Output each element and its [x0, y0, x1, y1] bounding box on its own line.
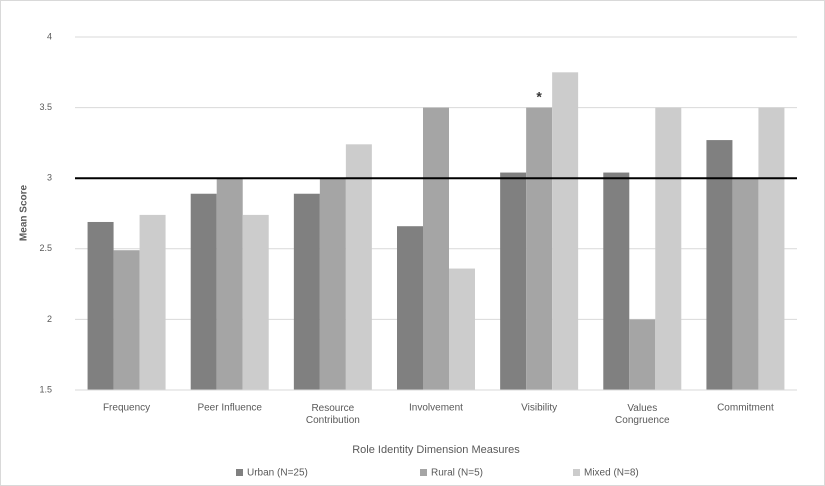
y-tick-label: 3.5	[39, 102, 52, 112]
bar	[500, 172, 527, 390]
x-tick-label: Resource Contribution	[306, 403, 360, 426]
legend-label: Rural (N=5)	[431, 468, 483, 479]
bar	[87, 221, 114, 390]
x-tick-label: Involvement	[409, 403, 463, 414]
bar	[655, 107, 682, 390]
bar	[345, 144, 372, 390]
bar	[629, 319, 656, 390]
bar	[113, 250, 140, 390]
bar	[139, 214, 166, 390]
bar	[293, 193, 320, 390]
y-tick-label: 3	[47, 173, 52, 183]
legend-label: Urban (N=25)	[247, 468, 308, 479]
bar	[732, 178, 759, 390]
bar	[319, 178, 346, 390]
y-tick-label: 2.5	[39, 243, 52, 253]
bar	[216, 178, 243, 390]
legend-swatch	[236, 469, 243, 476]
x-tick-label: Commitment	[717, 403, 774, 414]
bar	[706, 140, 733, 390]
x-tick-label: Frequency	[103, 403, 150, 414]
bar	[758, 107, 785, 390]
bar	[397, 226, 423, 390]
x-axis-title: Role Identity Dimension Measures	[352, 444, 520, 456]
y-tick-label: 4	[47, 31, 52, 41]
bar	[449, 268, 475, 390]
legend-label: Mixed (N=8)	[584, 468, 639, 479]
x-tick-label: Peer Influence	[197, 403, 262, 414]
y-tick-label: 1.5	[39, 384, 52, 394]
x-tick-label: Values Congruence	[615, 403, 670, 426]
y-axis-title: Mean Score	[19, 184, 30, 241]
bar	[423, 107, 449, 390]
bar	[242, 214, 269, 390]
legend-swatch	[420, 469, 427, 476]
bar	[526, 107, 553, 390]
x-tick-label: Visibility	[521, 403, 557, 414]
bar	[552, 72, 579, 391]
bar	[190, 193, 217, 390]
y-tick-label: 2	[47, 314, 52, 324]
bar	[603, 172, 630, 390]
annotation: *	[536, 88, 542, 104]
legend-swatch	[573, 469, 580, 476]
